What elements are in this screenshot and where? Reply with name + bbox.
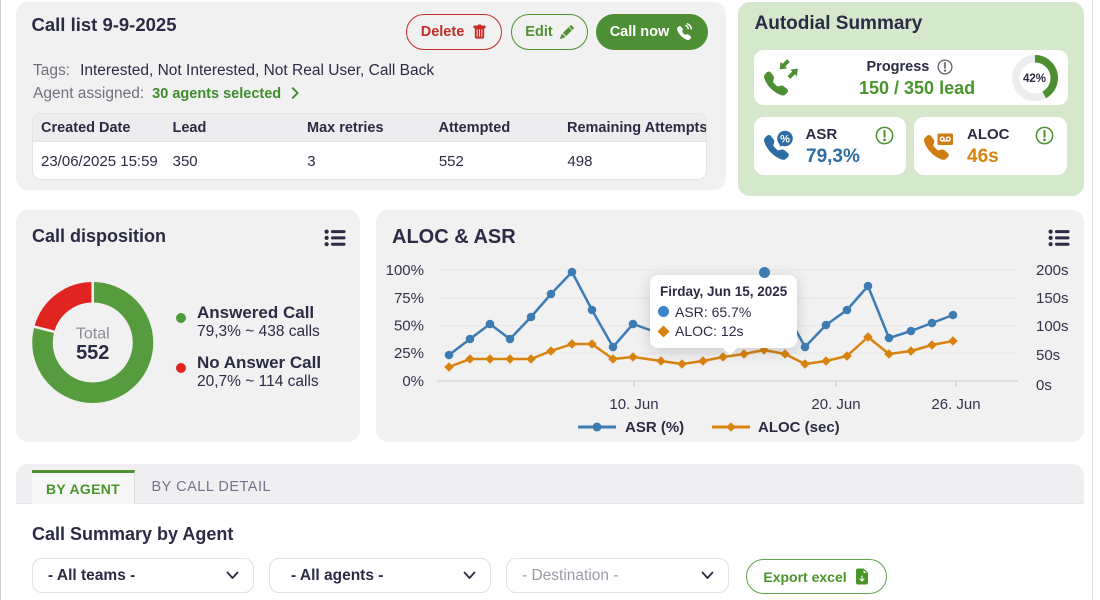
svg-text:75%: 75% <box>394 290 424 307</box>
svg-text:0%: 0% <box>402 373 424 390</box>
svg-text:%: % <box>780 134 790 146</box>
svg-text:ALOC (sec): ALOC (sec) <box>758 419 840 436</box>
svg-text:150s: 150s <box>1036 290 1069 307</box>
svg-text:100s: 100s <box>1036 318 1069 335</box>
svg-text:Total: Total <box>76 326 110 343</box>
svg-text:42%: 42% <box>1023 73 1046 85</box>
svg-text:0s: 0s <box>1036 377 1052 394</box>
svg-text:10. Jun: 10. Jun <box>609 396 658 413</box>
svg-text:26. Jun: 26. Jun <box>931 396 980 413</box>
svg-text:ASR (%): ASR (%) <box>625 419 684 436</box>
svg-text:50s: 50s <box>1036 347 1060 364</box>
svg-text:552: 552 <box>76 342 109 364</box>
svg-text:50%: 50% <box>394 318 424 335</box>
svg-text:100%: 100% <box>386 262 424 279</box>
svg-text:20. Jun: 20. Jun <box>811 396 860 413</box>
svg-text:200s: 200s <box>1036 262 1069 279</box>
svg-text:25%: 25% <box>394 345 424 362</box>
